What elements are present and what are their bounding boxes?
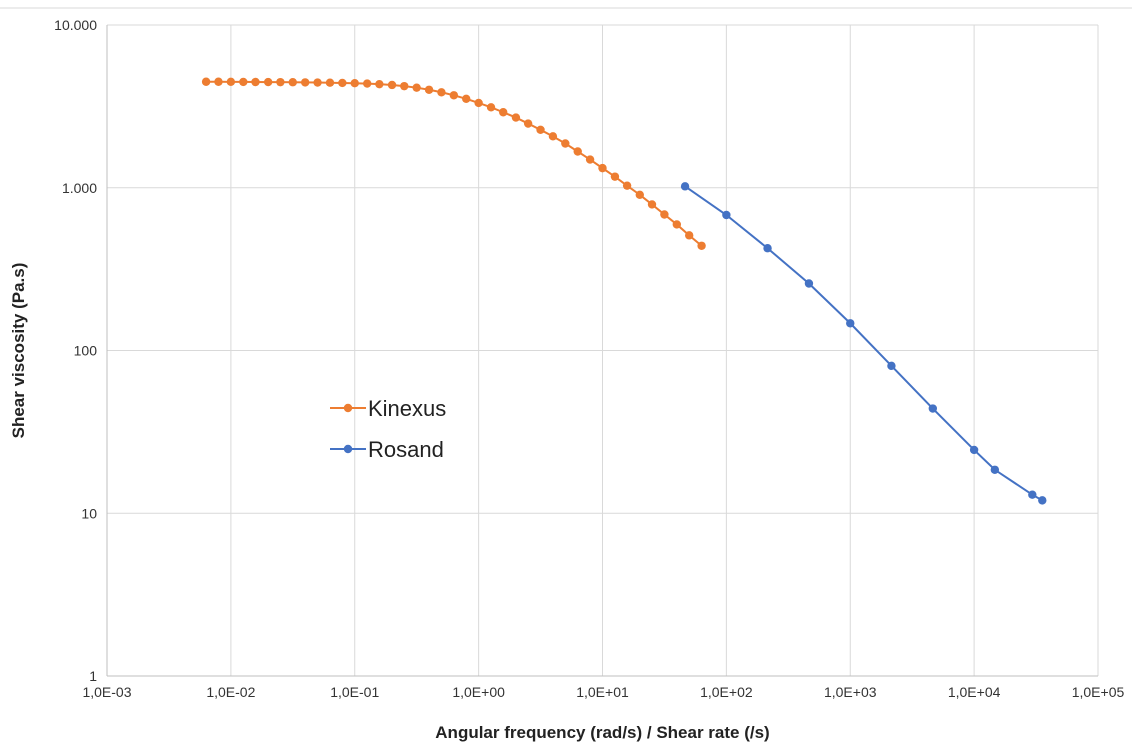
grid-layer <box>106 24 1099 677</box>
data-point-kinexus <box>536 125 545 135</box>
data-point-kinexus <box>313 78 322 87</box>
x-tick-label: 1,0E+05 <box>1072 684 1125 700</box>
data-point-rosand <box>804 279 814 288</box>
legend-marker-rosand <box>343 444 353 454</box>
data-point-kinexus <box>486 103 496 112</box>
data-point-kinexus <box>239 77 248 87</box>
data-point-kinexus <box>561 139 570 148</box>
legend-marker-kinexus <box>343 403 353 413</box>
data-point-rosand <box>1038 496 1047 505</box>
data-point-kinexus <box>325 78 335 87</box>
data-point-kinexus <box>437 88 446 97</box>
y-tick-label: 1 <box>89 668 97 684</box>
data-point-kinexus <box>251 77 260 87</box>
data-point-kinexus <box>226 77 236 87</box>
legend: Kinexus Rosand <box>330 396 446 462</box>
series-layer <box>201 77 1047 505</box>
data-point-kinexus <box>462 94 471 104</box>
x-tick-label: 1,0E+02 <box>700 684 753 700</box>
data-point-kinexus <box>610 172 620 181</box>
x-tick-label: 1,0E+03 <box>824 684 877 700</box>
data-point-kinexus <box>660 210 669 219</box>
data-point-kinexus <box>362 79 372 88</box>
x-tick-label: 1,0E-02 <box>206 684 255 700</box>
data-point-rosand <box>1028 490 1037 499</box>
data-point-kinexus <box>300 78 310 87</box>
data-point-kinexus <box>276 77 285 87</box>
data-point-kinexus <box>697 241 706 250</box>
data-point-kinexus <box>622 181 632 190</box>
data-point-kinexus <box>511 113 521 122</box>
series-line-rosand <box>684 185 1043 502</box>
data-point-kinexus <box>263 77 273 87</box>
data-point-kinexus <box>635 190 644 200</box>
legend-label-kinexus: Kinexus <box>368 396 446 421</box>
data-point-kinexus <box>573 147 582 156</box>
x-tick-label: 1,0E+04 <box>948 684 1001 700</box>
data-point-kinexus <box>598 163 607 173</box>
data-point-kinexus <box>201 77 211 86</box>
y-tick-label: 1.000 <box>62 180 97 196</box>
data-point-rosand <box>846 319 855 328</box>
data-point-rosand <box>928 404 938 413</box>
data-point-kinexus <box>338 78 347 88</box>
data-point-rosand <box>763 244 772 253</box>
data-point-kinexus <box>375 79 384 89</box>
data-point-kinexus <box>412 83 421 92</box>
data-point-rosand <box>990 465 1000 474</box>
x-axis-title: Angular frequency (rad/s) / Shear rate (… <box>435 723 769 742</box>
data-point-kinexus <box>672 220 682 229</box>
series-line-kinexus <box>206 80 703 247</box>
data-point-kinexus <box>684 231 694 240</box>
y-tick-label: 10 <box>81 505 97 521</box>
data-point-kinexus <box>523 119 533 128</box>
y-tick-label: 10.000 <box>54 17 97 33</box>
data-point-kinexus <box>350 78 359 88</box>
data-point-kinexus <box>499 108 508 117</box>
y-axis-title: Shear viscosity (Pa.s) <box>9 263 28 439</box>
data-point-kinexus <box>474 98 483 108</box>
legend-label-rosand: Rosand <box>368 437 444 462</box>
data-point-kinexus <box>424 85 434 94</box>
x-tick-label: 1,0E-03 <box>82 684 131 700</box>
x-tick-label: 1,0E+00 <box>452 684 505 700</box>
data-point-kinexus <box>387 80 397 90</box>
data-point-kinexus <box>449 91 459 100</box>
data-point-rosand <box>680 182 690 191</box>
data-point-kinexus <box>548 132 558 141</box>
y-tick-label: 100 <box>74 343 98 359</box>
data-point-kinexus <box>288 78 297 87</box>
data-point-kinexus <box>585 155 595 164</box>
data-point-kinexus <box>647 200 657 209</box>
axis-layer: 1,0E-03 1,0E-02 1,0E-01 1,0E+00 1,0E+01 1,0E+… <box>54 17 1124 700</box>
data-point-rosand <box>887 361 896 371</box>
data-point-rosand <box>722 210 731 220</box>
data-point-kinexus <box>400 81 409 91</box>
x-tick-label: 1,0E-01 <box>330 684 379 700</box>
data-point-rosand <box>969 445 979 455</box>
x-tick-label: 1,0E+01 <box>576 684 629 700</box>
data-point-kinexus <box>214 77 223 86</box>
